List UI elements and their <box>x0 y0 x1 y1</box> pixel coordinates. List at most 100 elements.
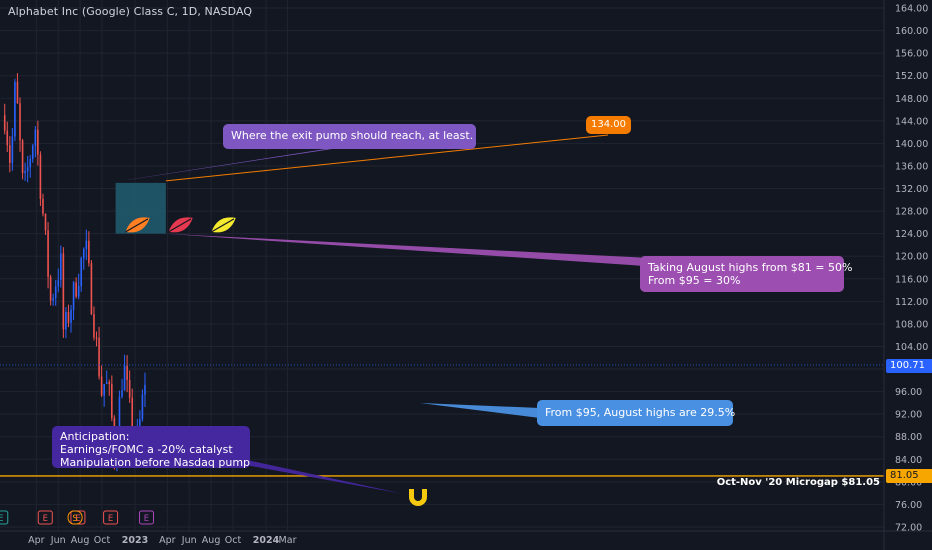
candle-body <box>82 249 85 259</box>
candle-body <box>11 136 14 163</box>
y-tick-label: 164.00 <box>895 4 928 15</box>
candle-body <box>139 419 141 426</box>
y-tick-label: 136.00 <box>895 161 928 172</box>
candle-body <box>19 103 21 141</box>
from95-connector <box>420 403 540 418</box>
y-tick-label: 120.00 <box>895 252 928 263</box>
leaf-icon <box>125 217 150 233</box>
y-tick-label: 108.00 <box>895 319 928 330</box>
callout-august-line2: From $95 = 30% <box>648 274 741 287</box>
last-price-text: 100.71 <box>890 360 925 371</box>
candle-body <box>42 199 44 214</box>
grid <box>0 0 884 531</box>
leaf-icon <box>168 217 193 233</box>
target-price-text: 134.00 <box>591 119 626 130</box>
leaf-icon-vein <box>168 218 192 233</box>
magnet-icon <box>409 489 427 506</box>
candle-body <box>108 382 111 384</box>
candle-body <box>29 159 32 168</box>
callout-from-95-text: From $95, August highs are 29.5% <box>545 406 736 419</box>
earnings-marker-icon: E <box>37 510 53 525</box>
y-tick-label: 148.00 <box>895 94 928 105</box>
x-tick-label: 2023 <box>122 535 148 546</box>
callout-august-highs[interactable]: Taking August highs from $81 = 50% From … <box>640 256 853 292</box>
candle-body <box>9 145 11 163</box>
candle-body <box>21 140 24 174</box>
y-tick-label: 116.00 <box>895 274 928 285</box>
x-tick-label: 2024 <box>253 535 280 546</box>
anticipation-connector <box>240 460 404 494</box>
candle-body <box>24 171 26 174</box>
callout-anticipation-line3: Manipulation before Nasdaq pump <box>60 456 251 469</box>
candle-body <box>57 279 60 287</box>
y-tick-label: 88.00 <box>895 432 922 443</box>
y-tick-label: 76.00 <box>895 500 922 511</box>
candle-body <box>85 240 88 250</box>
candle-body <box>75 282 77 297</box>
microgap-price-tag: 81.05 <box>886 469 932 483</box>
candle-body <box>52 298 54 301</box>
target-connector <box>165 134 609 182</box>
leaf-icon <box>211 217 236 233</box>
split-marker-box <box>67 510 83 525</box>
candle-body <box>70 309 72 323</box>
earnings-marker-text: E <box>0 514 3 524</box>
chart-title: Alphabet Inc (Google) Class C, 1D, NASDA… <box>8 5 253 18</box>
candle-body <box>77 286 80 297</box>
y-tick-label: 144.00 <box>895 116 928 127</box>
x-tick-label: Jun <box>181 535 197 546</box>
last-price-tag: 100.71 <box>886 359 932 373</box>
y-tick-label: 112.00 <box>895 297 928 308</box>
x-tick-label: Oct <box>225 535 242 546</box>
earnings-marker-box <box>103 510 119 525</box>
earnings-marker-icon: E <box>138 510 154 525</box>
candle-body <box>47 230 49 277</box>
candle-body <box>49 276 52 301</box>
x-tick-label: Aug <box>71 535 90 546</box>
x-tick-label: Jun <box>50 535 66 546</box>
candle-body <box>88 240 90 264</box>
candle-body <box>126 365 128 380</box>
x-tick-label: Apr <box>159 535 176 546</box>
candle-body <box>54 286 57 299</box>
y-tick-label: 84.00 <box>895 455 922 466</box>
candle-body <box>26 167 29 172</box>
candle-body <box>131 397 134 440</box>
candle-body <box>95 337 98 339</box>
earnings-marker-text: E <box>144 514 149 524</box>
y-tick-label: 160.00 <box>895 26 928 37</box>
candles <box>3 73 146 472</box>
callout-august-line1: Taking August highs from $81 = 50% <box>648 261 853 274</box>
august-connector <box>163 233 651 266</box>
candle-body <box>98 337 100 377</box>
candle-body <box>44 213 47 231</box>
callout-exit-pump[interactable]: Where the exit pump should reach, at lea… <box>223 124 476 149</box>
candle-body <box>105 382 108 384</box>
candle-body <box>100 376 103 396</box>
y-tick-label: 140.00 <box>895 139 928 150</box>
callout-from-95[interactable]: From $95, August highs are 29.5% <box>537 400 736 426</box>
leaf-icon-vein <box>125 218 149 233</box>
split-marker-text: S <box>72 514 77 524</box>
overlays <box>0 134 884 506</box>
y-tick-label: 72.00 <box>895 523 922 534</box>
y-tick-label: 152.00 <box>895 71 928 82</box>
y-tick-label: 124.00 <box>895 229 928 240</box>
microgap-price-text: 81.05 <box>890 470 919 481</box>
candle-body <box>16 81 19 104</box>
target-price-badge[interactable]: 134.00 <box>586 116 631 134</box>
candle-body <box>34 129 37 146</box>
earnings-marker-icon: E <box>103 510 119 525</box>
candle-body <box>103 383 105 396</box>
y-tick-label: 156.00 <box>895 49 928 60</box>
earnings-marker-icon: E <box>0 510 9 525</box>
y-tick-label: 132.00 <box>895 184 928 195</box>
microgap-label: Oct-Nov '20 Microgap $81.05 <box>716 477 880 488</box>
candle-body <box>118 396 121 443</box>
candle-body <box>128 379 131 398</box>
x-tick-label: Oct <box>94 535 111 546</box>
y-tick-label: 128.00 <box>895 207 928 218</box>
callout-anticipation[interactable]: Anticipation: Earnings/FOMC a -20% catal… <box>52 426 251 469</box>
